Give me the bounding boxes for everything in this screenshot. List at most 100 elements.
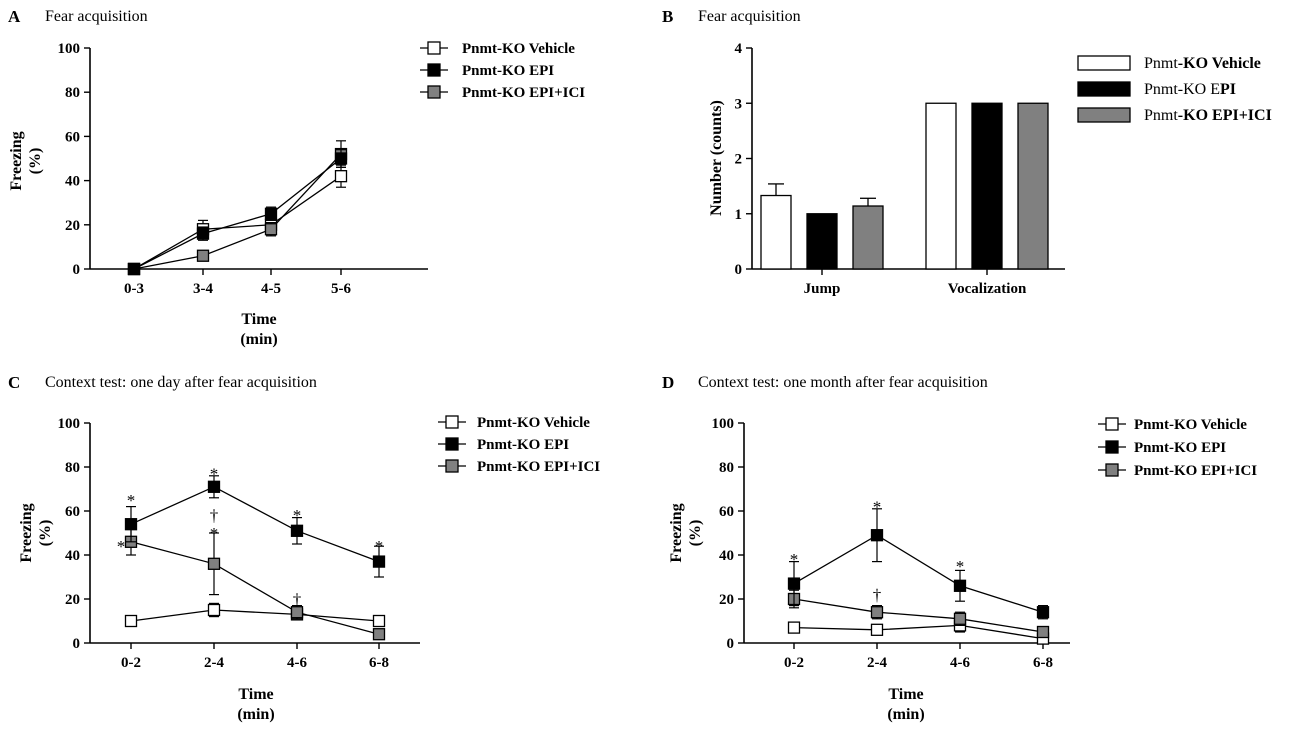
y-tick-label: 1 [735,207,743,223]
panel-letter: C [8,373,20,392]
data-point [290,524,304,537]
x-tick-label: 5-6 [331,281,351,297]
y-tick-label: 40 [719,548,734,564]
legend: Pnmt-KO Vehicle Pnmt-KO EPI Pnmt-KO EPI+… [1098,417,1257,479]
series-vehicle [127,164,348,276]
legend-label-part: Pnmt-KO E [1144,81,1220,98]
legend-label-part: -KO Vehicle [1178,55,1261,72]
y-tick-label: 0 [735,262,743,278]
series-line [130,541,380,635]
x-tick-label: 4-6 [287,655,307,671]
panel-title: Fear acquisition [45,8,148,25]
y-tick-label: 100 [58,41,81,57]
x-tick-label: Jump [804,281,841,297]
data-point [870,606,884,619]
y-tick-label: 20 [719,592,734,608]
legend-item-epi-ici: Pnmt-KO EPI+ICI [420,85,585,101]
x-tick-label: 6-8 [1033,655,1053,671]
x-axis-label: Time [241,311,276,328]
data-point [953,579,967,592]
x-tick-label: 4-6 [950,655,970,671]
y-axis-label: Freezing [8,131,25,190]
data-point [124,518,138,531]
panel-b: B Fear acquisition Number (counts) 0 1 2 3 4… [662,7,1272,297]
y-axis-unit: (%) [37,520,54,547]
legend-marker [427,63,441,77]
legend-marker [1105,417,1119,431]
data-point [196,227,210,240]
series-line [130,486,380,563]
legend-item-vehicle: Pnmt-KO Vehicle [438,415,590,431]
data-point [787,621,801,634]
legend-label-part: Pnmt [1144,55,1178,72]
y-tick-label: 80 [719,460,734,476]
legend-label: Pnmt-KO Vehicle [1144,55,1261,72]
data-point [1036,625,1050,639]
series-line [793,534,1044,613]
legend-swatch [1077,107,1131,123]
legend-label: Pnmt-KO Vehicle [462,41,575,57]
significance-asterisk: * [293,506,302,525]
significance-asterisk: * [210,524,219,543]
bar [1017,102,1049,270]
legend-swatch [1077,55,1131,71]
y-tick-label: 40 [65,548,80,564]
x-axis-label: Time [888,686,923,703]
series-vehicle [787,618,1050,645]
data-point [207,557,221,570]
legend-label: Pnmt-KO EPI+ICI [1134,463,1257,479]
x-tick-label: 4-5 [261,281,281,297]
legend-item-epi: Pnmt-KO EPI [438,437,569,453]
y-tick-label: 0 [727,636,735,652]
significance-asterisk: * [117,537,126,556]
series-epi-ici [852,102,1049,270]
series-epi [787,508,1050,620]
y-tick-label: 20 [65,592,80,608]
legend: Pnmt-KO Vehicle Pnmt-KO EPI Pnmt-KO EPI+… [420,41,585,101]
bar [971,102,1003,270]
data-point [870,623,884,636]
panel-d: D Context test: one month after fear acq… [662,373,1257,723]
legend-marker [445,437,459,451]
legend-label: Pnmt-KO EPI+ICI [1144,107,1272,124]
y-tick-label: 100 [712,416,735,432]
data-point [372,555,386,568]
legend-label: Pnmt-KO EPI [1144,81,1236,98]
data-point [207,603,221,617]
series-vehicle [124,602,386,628]
data-point [207,480,221,493]
legend-label-part: -KO EPI+ICI [1178,107,1272,124]
y-tick-label: 0 [73,636,81,652]
panel-title: Context test: one month after fear acqui… [698,374,988,391]
y-tick-label: 60 [65,129,80,145]
legend-label: Pnmt-KO EPI [462,63,554,79]
y-axis-unit: (%) [687,520,704,547]
y-tick-label: 80 [65,460,80,476]
data-point [290,606,304,619]
legend-label: Pnmt-KO EPI+ICI [462,85,585,101]
significance-dagger: † [293,590,302,609]
legend-label: Pnmt-KO Vehicle [1134,417,1247,433]
panel-title: Fear acquisition [698,8,801,25]
significance-asterisk: * [873,497,882,516]
x-axis-unit: (min) [237,706,274,723]
bar [852,205,884,270]
x-tick-label: Vocalization [948,281,1027,297]
significance-dagger: † [873,585,882,604]
data-point [1036,606,1050,619]
legend-label-part: PI [1220,81,1236,98]
y-axis-label: Freezing [668,503,685,562]
series-line [133,157,342,270]
significance-asterisk: * [790,550,799,569]
legend-marker [427,41,441,55]
x-tick-label: 0-2 [784,655,804,671]
y-tick-label: 100 [58,416,81,432]
legend-marker [1105,440,1119,454]
data-point [334,170,348,183]
x-tick-label: 3-4 [193,281,213,297]
bar [925,102,957,270]
y-axis-unit: (%) [27,148,44,175]
legend-label: Pnmt-KO EPI [477,437,569,453]
significance-asterisk: * [375,537,384,556]
y-tick-label: 40 [65,174,80,190]
